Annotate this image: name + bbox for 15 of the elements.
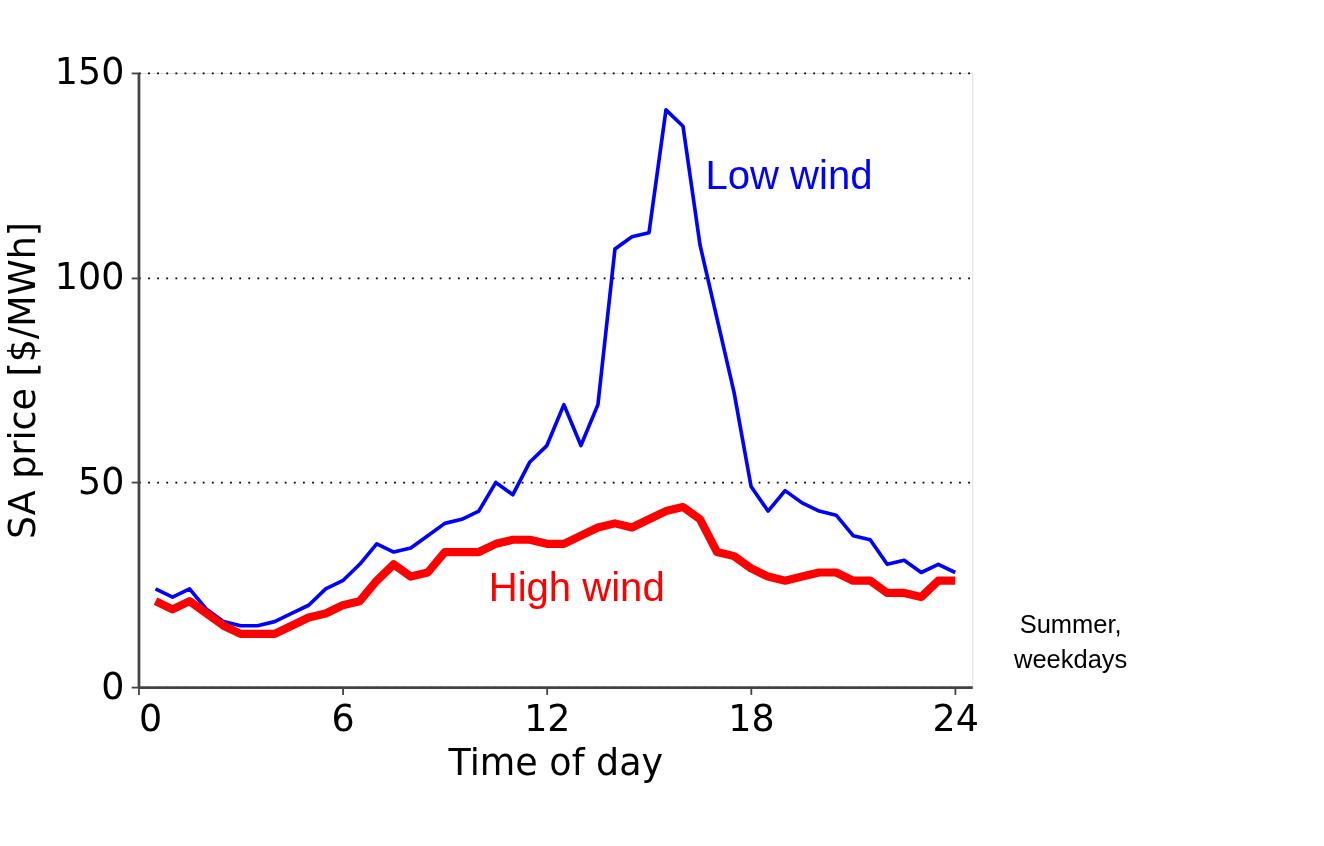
y-tick-label: 100	[54, 255, 125, 299]
x-axis-title: Time of day	[447, 741, 664, 785]
text: Summer, weekdays	[1012, 610, 1128, 673]
series-label: Low wind	[705, 153, 873, 198]
y-tick-label: 0	[101, 664, 125, 708]
y-tick-label: 50	[78, 459, 125, 503]
x-tick-label: 12	[524, 697, 571, 741]
x-tick-label: 24	[932, 697, 979, 741]
line-series	[153, 108, 958, 628]
y-tick-label: 150	[54, 50, 125, 94]
x-tick-label: 0	[138, 697, 163, 741]
series-label: High wind	[488, 564, 665, 609]
x-tick-label: 6	[331, 697, 355, 741]
y-axis-title: SA price [$/MWh]	[0, 222, 44, 540]
x-tick-label: 18	[728, 697, 775, 741]
